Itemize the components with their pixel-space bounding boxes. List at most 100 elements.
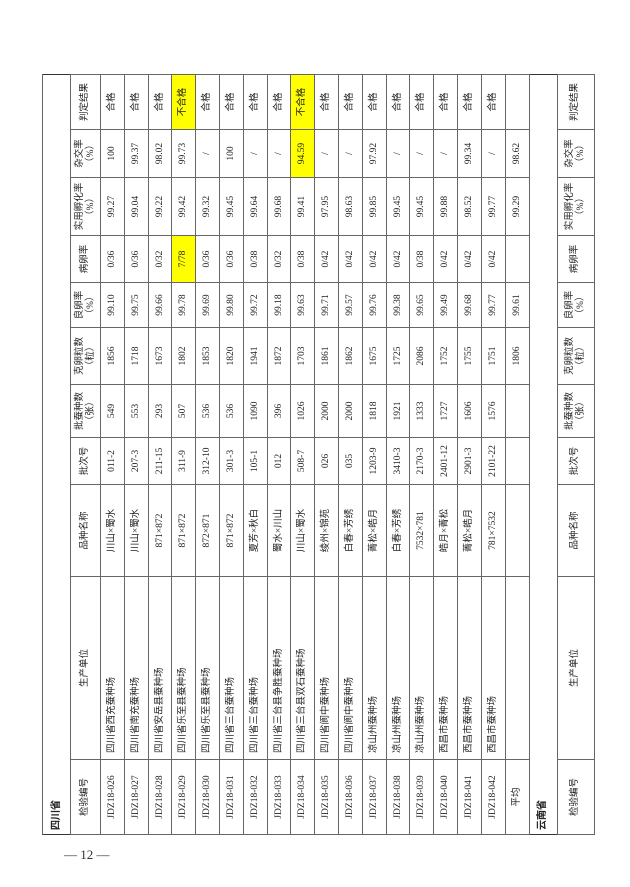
table-cell: 凉山州蚕种场 xyxy=(409,576,434,760)
table-cell: 97.92 xyxy=(362,129,387,178)
table-cell: 553 xyxy=(124,384,149,438)
table-cell: 菁松×皓月 xyxy=(457,484,482,577)
table-cell: 合格 xyxy=(481,74,506,130)
table-cell: JDZ18-028 xyxy=(148,759,172,835)
table-cell: 不合格 xyxy=(171,74,196,130)
table-cell: 99.69 xyxy=(195,282,220,328)
table-cell: 1921 xyxy=(386,384,410,438)
table-cell: 0/32 xyxy=(148,235,172,283)
table-cell: 100 xyxy=(100,129,125,178)
table-cell: 99.38 xyxy=(386,282,410,328)
table-cell: 7/78 xyxy=(171,235,196,283)
table-cell: 2101-22 xyxy=(481,437,506,485)
table-cell: 99.68 xyxy=(457,282,482,328)
silkworm-egg-inspection-table: 四川省 检验编号 生产单位 品种名称 批次号 批蚕种数 （张） 克卵粒数 （粒） 良卵率 （%… xyxy=(42,73,595,835)
table-cell: 99.18 xyxy=(267,282,291,328)
table-cell: 871×872 xyxy=(171,484,196,577)
table-cell: 凉山州蚕种场 xyxy=(386,576,410,760)
average-cell xyxy=(505,74,530,130)
table-cell: 1026 xyxy=(290,384,315,438)
table-cell: 98.52 xyxy=(457,177,482,236)
table-cell: 0/42 xyxy=(338,235,363,283)
table-cell: 508-7 xyxy=(290,437,315,485)
table-cell: 西昌市蚕种场 xyxy=(481,576,506,760)
column-header: 良卵率 （%） xyxy=(70,282,101,328)
table-cell: 西昌市蚕种场 xyxy=(457,576,482,760)
table-row: JDZ18-029 四川省乐至县蚕种场 871×872 311-9 507 1802 99.… xyxy=(171,74,196,835)
table-cell: 合格 xyxy=(100,74,125,130)
table-cell: 川山×蜀水 xyxy=(100,484,125,577)
table-cell: 0/38 xyxy=(243,235,268,283)
table-cell: 99.45 xyxy=(386,177,410,236)
table-cell: 四川省三台县争胜蚕种场 xyxy=(267,576,291,760)
table-cell: 2170-3 xyxy=(409,437,434,485)
table-cell: 合格 xyxy=(338,74,363,130)
table-cell: 99.77 xyxy=(481,282,506,328)
table-cell: 合格 xyxy=(219,74,244,130)
table-cell: 99.80 xyxy=(219,282,244,328)
table-cell: JDZ18-030 xyxy=(195,759,220,835)
table-cell: 1727 xyxy=(433,384,458,438)
column-header: 判定结果 xyxy=(70,74,101,130)
table-cell: 1673 xyxy=(148,327,172,385)
table-cell: 川山×蜀水 xyxy=(290,484,315,577)
table-cell: 99.27 xyxy=(100,177,125,236)
table-cell: 1818 xyxy=(362,384,387,438)
table-cell: 白春×芳绣 xyxy=(338,484,363,577)
table-cell: 0/36 xyxy=(219,235,244,283)
average-cell xyxy=(505,484,530,577)
table-cell: 99.04 xyxy=(124,177,149,236)
average-cell xyxy=(505,576,530,760)
table-cell: 1853 xyxy=(195,327,220,385)
table-cell: 合格 xyxy=(457,74,482,130)
table-cell: 0/42 xyxy=(386,235,410,283)
column-header: 生产单位 xyxy=(70,576,101,760)
table-cell: 合格 xyxy=(386,74,410,130)
column-header: 实用孵化率 （%） xyxy=(557,177,595,236)
table-row: JDZ18-026 四川省西充蚕种场 川山×蜀水 011-2 549 1856 99.10 0… xyxy=(100,74,125,835)
table-cell: / xyxy=(267,129,291,178)
table-cell: 396 xyxy=(267,384,291,438)
column-header: 品种名称 xyxy=(70,484,101,577)
table-cell: 99.45 xyxy=(409,177,434,236)
table-row: JDZ18-031 四川省三台蚕种场 871×872 301-3 536 1820 99.8… xyxy=(219,74,244,835)
table-cell: 西昌市蚕种场 xyxy=(433,576,458,760)
table-cell: 871×872 xyxy=(148,484,172,577)
table-cell: 四川省乐至县蚕种场 xyxy=(171,576,196,760)
table-cell: 0/42 xyxy=(314,235,339,283)
table-cell: 四川省阆中蚕种场 xyxy=(314,576,339,760)
table-row: JDZ18-035 四川省阆中蚕种场 绫州×锦苑 026 2000 1861 99.71 0/… xyxy=(314,74,339,835)
table-cell: JDZ18-031 xyxy=(219,759,244,835)
column-header: 品种名称 xyxy=(557,484,595,577)
column-header: 批次号 xyxy=(557,437,595,485)
table-cell: / xyxy=(481,129,506,178)
table-cell: / xyxy=(195,129,220,178)
column-header: 克卵粒数 （粒） xyxy=(557,327,595,385)
table-cell: JDZ18-033 xyxy=(267,759,291,835)
table-cell: 536 xyxy=(219,384,244,438)
table-cell: 99.57 xyxy=(338,282,363,328)
table-cell: 549 xyxy=(100,384,125,438)
table-cell: 川山×蜀水 xyxy=(124,484,149,577)
table-cell: 507 xyxy=(171,384,196,438)
column-header: 检验编号 xyxy=(557,759,595,835)
average-cell: 99.29 xyxy=(505,177,530,236)
table-cell: 皓月×菁松 xyxy=(433,484,458,577)
table-cell: JDZ18-026 xyxy=(100,759,125,835)
column-header: 克卵粒数 （粒） xyxy=(70,327,101,385)
table-cell: 四川省安岳县蚕种场 xyxy=(148,576,172,760)
table-cell: 99.68 xyxy=(267,177,291,236)
table-cell: 99.73 xyxy=(171,129,196,178)
table-cell: 536 xyxy=(195,384,220,438)
table-cell: JDZ18-042 xyxy=(481,759,506,835)
column-header: 杂交率 （%） xyxy=(70,129,101,178)
table-cell: 0/42 xyxy=(362,235,387,283)
table-cell: 0/42 xyxy=(457,235,482,283)
table-cell: 3410-3 xyxy=(386,437,410,485)
column-header: 病卵率 xyxy=(70,235,101,283)
table-cell: 311-9 xyxy=(171,437,196,485)
table-row: JDZ18-037 凉山州蚕种场 菁松×皓月 1203-9 1818 1675 99.76 0… xyxy=(362,74,387,835)
table-cell: 99.65 xyxy=(409,282,434,328)
table-cell: JDZ18-041 xyxy=(457,759,482,835)
table-cell: 1725 xyxy=(386,327,410,385)
